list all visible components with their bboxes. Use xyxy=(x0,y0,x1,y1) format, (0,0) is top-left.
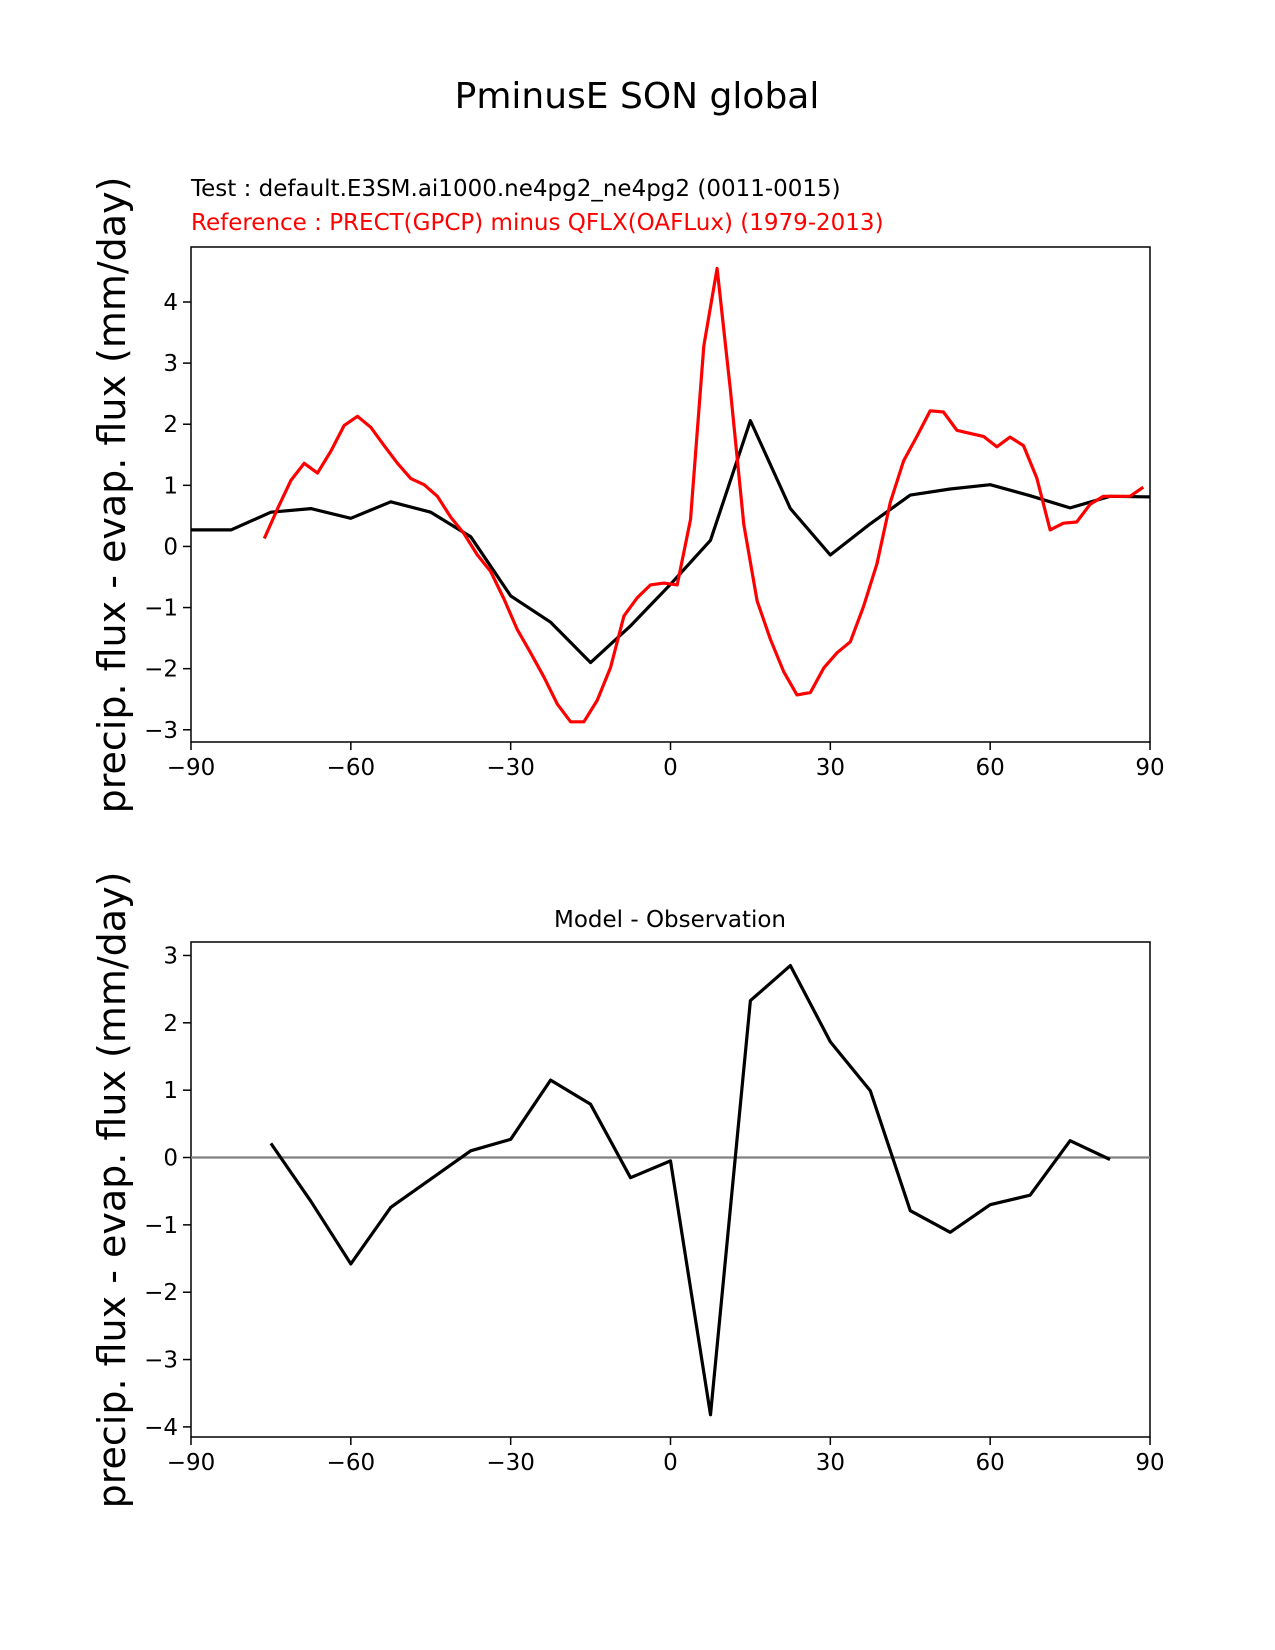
top-chart: Test : default.E3SM.ai1000.ne4pg2_ne4pg2… xyxy=(90,176,1165,813)
top-x-tick-label: −60 xyxy=(327,755,376,781)
top-x-tick-label: −90 xyxy=(167,755,216,781)
bottom-chart-title: Model - Observation xyxy=(554,907,786,933)
top-y-tick-label: −1 xyxy=(144,596,178,622)
bottom-y-tick-label: 1 xyxy=(163,1078,178,1104)
top-x-tick-label: 60 xyxy=(976,755,1005,781)
bottom-x-tick-label: −30 xyxy=(486,1450,535,1476)
bottom-difference-series-line xyxy=(269,963,1111,1417)
bottom-x-tick-label: 60 xyxy=(976,1450,1005,1476)
top-y-axis-label: precip. flux - evap. flux (mm/day) xyxy=(90,177,134,814)
top-x-tick-label: 0 xyxy=(663,755,678,781)
bottom-y-axis-label: precip. flux - evap. flux (mm/day) xyxy=(90,872,134,1509)
bottom-x-tick-label: −60 xyxy=(327,1450,376,1476)
top-reference-series-line xyxy=(262,266,1145,724)
top-test-series-line xyxy=(191,419,1151,665)
top-y-tick-label: −3 xyxy=(144,718,178,744)
top-x-tick-label: 90 xyxy=(1135,755,1164,781)
top-plot-frame xyxy=(190,246,1151,743)
bottom-plot-frame xyxy=(190,941,1151,1438)
bottom-x-tick-label: −90 xyxy=(167,1450,216,1476)
bottom-y-tick-label: 2 xyxy=(163,1011,178,1037)
top-y-tick-label: 1 xyxy=(163,473,178,499)
top-y-tick-label: 4 xyxy=(163,290,178,316)
figure-title: PminusE SON global xyxy=(455,76,820,117)
test-label: Test : default.E3SM.ai1000.ne4pg2_ne4pg2… xyxy=(190,176,841,202)
top-x-tick-label: 30 xyxy=(816,755,845,781)
bottom-y-tick-label: 0 xyxy=(163,1146,178,1172)
bottom-y-tick-label: −2 xyxy=(144,1280,178,1306)
top-y-tick-label: −2 xyxy=(144,657,178,683)
bottom-x-tick-label: 0 xyxy=(663,1450,678,1476)
bottom-chart: Model - Observation −90 −60 −30 0 30 60 90 −4−… xyxy=(90,872,1165,1509)
top-y-tick-label: 2 xyxy=(163,412,178,438)
bottom-y-tick-label: −4 xyxy=(144,1415,178,1441)
top-y-tick-label: 0 xyxy=(163,534,178,560)
bottom-y-tick-label: −3 xyxy=(144,1348,178,1374)
bottom-y-tick-label: 3 xyxy=(163,943,178,969)
top-y-tick-label: 3 xyxy=(163,351,178,377)
reference-label: Reference : PRECT(GPCP) minus QFLX(OAFLu… xyxy=(191,210,884,236)
top-x-tick-label: −30 xyxy=(486,755,535,781)
bottom-x-tick-label: 90 xyxy=(1135,1450,1164,1476)
bottom-y-tick-label: −1 xyxy=(144,1213,178,1239)
bottom-x-tick-label: 30 xyxy=(816,1450,845,1476)
